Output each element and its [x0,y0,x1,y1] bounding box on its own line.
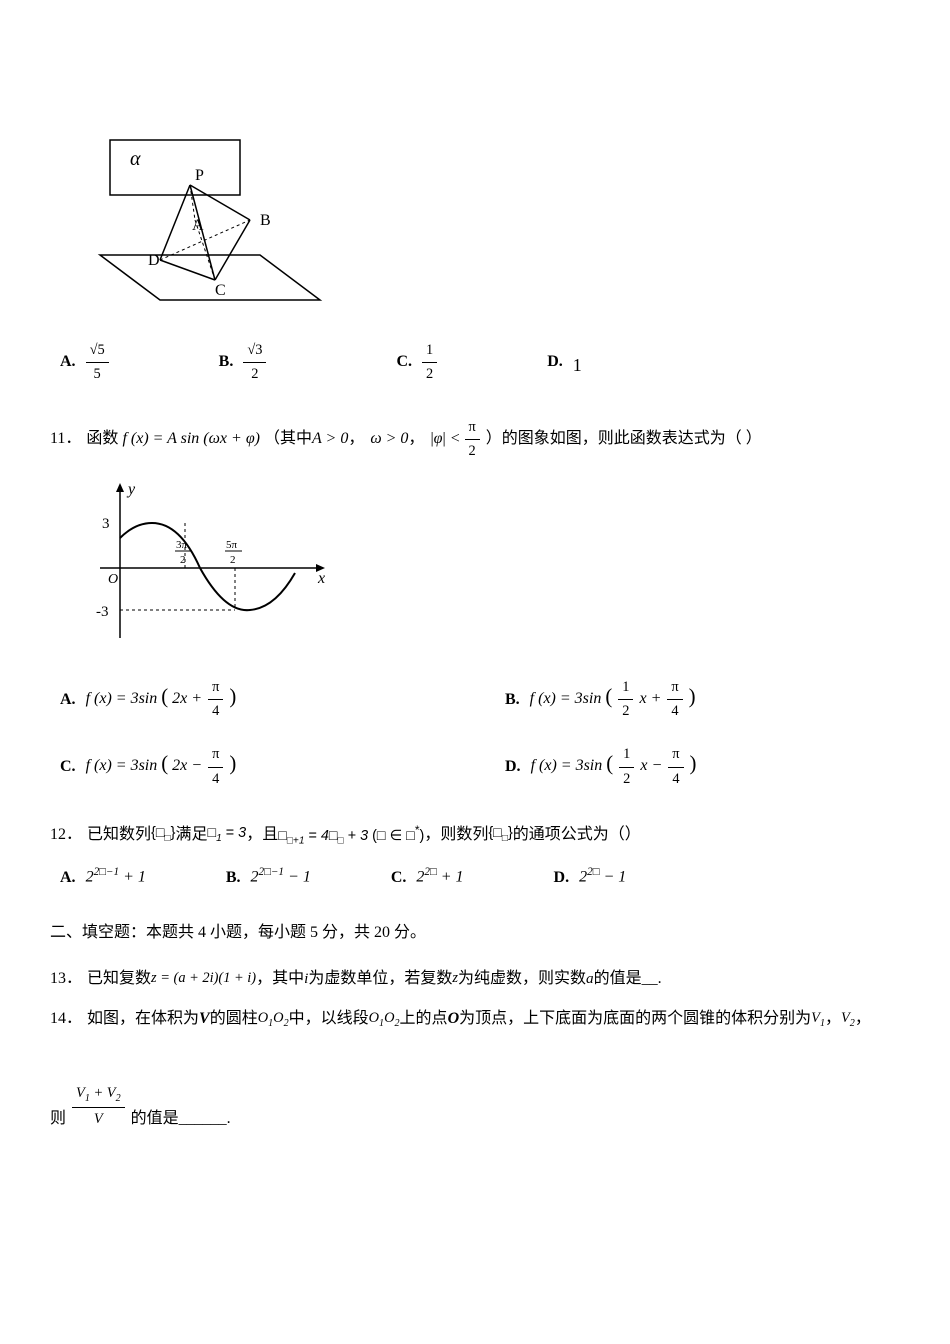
q11-question: 11． 函数 f (x) = A sin (ωx + φ) （其中 A > 0 … [50,416,900,463]
q10-option-d: D. 1 [547,345,582,380]
q10-option-a: A. √√55 5 [60,339,109,386]
q12-option-c: C. 22□ + 1 [391,864,464,890]
q12-option-b: B. 22□−1 − 1 [226,864,311,890]
svg-text:2: 2 [230,554,236,566]
q12-options: A. 22□−1 + 1 B. 22□−1 − 1 C. 22□ + 1 D. … [50,864,900,890]
svg-text:P: P [195,167,204,184]
q11-options: A. f (x) = 3sin ( 2x + π 4 ) B. f (x) = … [50,676,900,790]
q14-question: 14． 如图，在体积为 V 的圆柱 O1O2 中，以线段 O1O2 上的点 O … [50,1006,900,1032]
q10-option-b: B. √3 2 [219,339,267,386]
q11-graph: y x O 3 -3 3π 2 5π 2 [80,478,900,657]
section-2-title: 二、填空题：本题共 4 小题，每小题 5 分，共 20 分。 [50,920,900,946]
q11-cond3: |φ| < π 2 [430,416,479,463]
q11-option-b: B. f (x) = 3sin ( 1 2 x + π 4 ) [505,676,900,723]
svg-text:D: D [148,252,160,269]
q11-func: f (x) = A sin (ωx + φ) [122,426,260,452]
q14-fraction-line: 则 V1 + V2 V 的值是______. [50,1082,900,1131]
svg-text:-3: -3 [96,604,109,620]
q11-option-a: A. f (x) = 3sin ( 2x + π 4 ) [60,676,455,723]
svg-text:5π: 5π [226,539,238,551]
tetrahedron-figure: α P A B C D [80,90,340,310]
svg-text:B: B [260,212,271,229]
q11-option-c: C. f (x) = 3sin ( 2x − π 4 ) [60,743,455,790]
svg-text:2: 2 [180,554,186,566]
q10-option-c: C. 1 2 [396,339,437,386]
q12-option-d: D. 22□ − 1 [554,864,627,890]
svg-text:y: y [126,481,136,498]
svg-text:O: O [108,572,118,587]
sine-graph: y x O 3 -3 3π 2 5π 2 [80,478,340,648]
q10-figure: α P A B C D [80,90,900,319]
svg-text:3π: 3π [176,539,188,551]
q12-option-a: A. 22□−1 + 1 [60,864,146,890]
svg-text:3: 3 [102,516,110,532]
q10-options: A. √√55 5 B. √3 2 C. 1 2 D. 1 [50,339,900,386]
svg-text:x: x [317,570,325,587]
alpha-label: α [130,148,141,170]
q13-question: 13． 已知复数 z = (a + 2i)(1 + i) ，其中 i 为虚数单位… [50,966,900,992]
q11-option-d: D. f (x) = 3sin ( 1 2 x − π 4 ) [505,743,900,790]
q12-question: 12． 已知数列 {□□} 满足 □1 = 3 ，且 □□+1 = 4□□ + … [50,821,900,850]
svg-text:C: C [215,282,226,299]
